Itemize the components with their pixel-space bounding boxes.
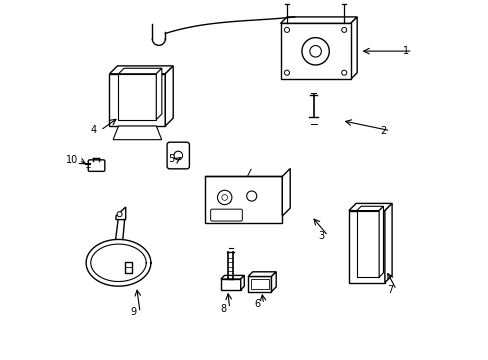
Bar — [118, 74, 156, 120]
Polygon shape — [156, 68, 162, 120]
Polygon shape — [280, 17, 356, 23]
Text: 3: 3 — [318, 231, 324, 241]
Bar — [221, 279, 240, 290]
Text: 4: 4 — [91, 125, 97, 135]
Polygon shape — [240, 275, 244, 290]
Bar — [109, 74, 165, 126]
Circle shape — [174, 151, 182, 160]
Bar — [250, 279, 268, 289]
Polygon shape — [356, 206, 383, 211]
Text: 5: 5 — [168, 154, 174, 164]
Bar — [280, 23, 350, 79]
Text: 10: 10 — [66, 155, 79, 165]
Text: 6: 6 — [254, 299, 260, 309]
Text: 8: 8 — [220, 303, 226, 314]
Bar — [124, 262, 132, 273]
Polygon shape — [282, 168, 289, 216]
Circle shape — [222, 194, 227, 200]
Text: 2: 2 — [380, 126, 386, 136]
Polygon shape — [247, 272, 276, 276]
Polygon shape — [165, 66, 173, 126]
Circle shape — [309, 46, 321, 57]
Polygon shape — [350, 17, 356, 79]
Polygon shape — [271, 272, 276, 292]
Text: 1: 1 — [402, 46, 408, 56]
Circle shape — [301, 37, 328, 65]
Polygon shape — [116, 207, 125, 220]
Polygon shape — [118, 68, 162, 74]
Circle shape — [117, 212, 122, 217]
Polygon shape — [221, 275, 244, 279]
Polygon shape — [384, 203, 391, 283]
Polygon shape — [109, 66, 173, 74]
FancyBboxPatch shape — [210, 209, 242, 221]
Circle shape — [341, 27, 346, 32]
Circle shape — [341, 70, 346, 75]
Bar — [348, 211, 384, 283]
FancyBboxPatch shape — [88, 160, 104, 171]
Polygon shape — [204, 176, 282, 223]
Polygon shape — [348, 203, 391, 211]
Circle shape — [217, 190, 231, 204]
Polygon shape — [113, 126, 162, 140]
Polygon shape — [378, 206, 383, 277]
Bar — [247, 276, 271, 292]
Text: 9: 9 — [130, 307, 137, 318]
Circle shape — [246, 191, 256, 201]
Text: 7: 7 — [386, 285, 392, 295]
Circle shape — [284, 70, 289, 75]
FancyBboxPatch shape — [167, 142, 189, 169]
Circle shape — [284, 27, 289, 32]
Bar — [356, 211, 378, 277]
